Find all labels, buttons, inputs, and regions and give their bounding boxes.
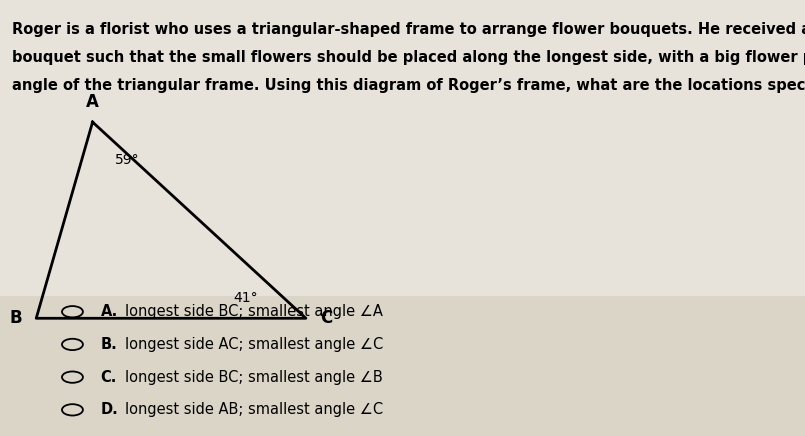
Text: C.: C. [101, 370, 117, 385]
Text: D.: D. [101, 402, 118, 417]
Text: Roger is a florist who uses a triangular-shaped frame to arrange flower bouquets: Roger is a florist who uses a triangular… [12, 22, 805, 37]
Text: C: C [320, 309, 332, 327]
Text: A: A [86, 93, 99, 111]
Bar [0, 296, 805, 436]
Text: angle of the triangular frame. Using this diagram of Roger’s frame, what are the: angle of the triangular frame. Using thi… [12, 78, 805, 93]
Text: B: B [9, 309, 22, 327]
Text: longest side BC; smallest angle ∠A: longest side BC; smallest angle ∠A [125, 304, 382, 319]
Bar [0, 0, 805, 296]
Text: B.: B. [101, 337, 118, 352]
Text: A.: A. [101, 304, 118, 319]
Text: 41°: 41° [233, 291, 258, 305]
Text: longest side BC; smallest angle ∠B: longest side BC; smallest angle ∠B [125, 370, 382, 385]
Text: 59°: 59° [115, 153, 140, 167]
Text: longest side AC; smallest angle ∠C: longest side AC; smallest angle ∠C [125, 337, 383, 352]
Text: longest side AB; smallest angle ∠C: longest side AB; smallest angle ∠C [125, 402, 383, 417]
Text: bouquet such that the small flowers should be placed along the longest side, wit: bouquet such that the small flowers shou… [12, 50, 805, 65]
